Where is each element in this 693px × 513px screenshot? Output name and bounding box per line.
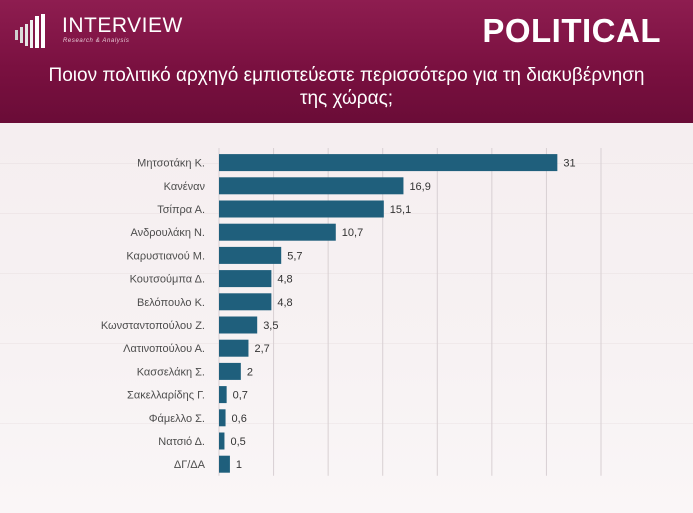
logo-bars-icon: [15, 14, 45, 48]
value-label: 2,7: [254, 343, 269, 355]
category-label: Φάμελλο Σ.: [149, 413, 205, 425]
category-label: Κανέναν: [164, 181, 206, 193]
category-label: Λατινοπούλου Α.: [123, 343, 205, 355]
bar: [219, 200, 384, 218]
category-label: Ανδρουλάκη Ν.: [130, 227, 205, 239]
bar: [219, 386, 227, 404]
bar: [219, 270, 272, 288]
value-label: 10,7: [342, 227, 363, 239]
category-label: Βελόπουλο Κ.: [137, 297, 205, 309]
bar: [219, 455, 230, 473]
value-label: 31: [563, 158, 575, 170]
bar: [219, 409, 226, 427]
value-label: 1: [236, 459, 242, 471]
category-label: Σακελλαρίδης Γ.: [127, 390, 205, 402]
bar: [219, 223, 336, 241]
value-label: 0,6: [232, 413, 247, 425]
category-label: Μητσοτάκη Κ.: [137, 158, 205, 170]
value-label: 5,7: [287, 250, 302, 262]
bar: [219, 246, 282, 264]
category-label: Κασσελάκη Σ.: [137, 366, 205, 378]
brand-tagline: Research & Analysis: [63, 38, 130, 44]
header-banner: INTERVIEW Research & Analysis POLITICAL …: [0, 0, 693, 123]
brand-name: INTERVIEW: [62, 14, 183, 37]
bar: [219, 293, 272, 311]
value-label: 4,8: [277, 297, 292, 309]
value-label: 0,5: [230, 436, 245, 448]
bar-chart-svg: Μητσοτάκη Κ. 31 Κανέναν 16,9 Τσίπρα Α. 15,1 Αν…: [101, 148, 602, 476]
category-label: Καρυστιανού Μ.: [126, 250, 205, 262]
value-label: 15,1: [390, 204, 411, 216]
category-label: Κουτσούμπα Δ.: [130, 274, 205, 286]
bar: [219, 362, 241, 380]
category-label: ΔΓ/ΔΑ: [174, 459, 206, 471]
category-label: Τσίπρα Α.: [157, 204, 205, 216]
category-label: Κωνσταντοπούλου Ζ.: [101, 320, 205, 332]
bar: [219, 316, 258, 334]
value-label: 4,8: [277, 274, 292, 286]
category-label: Νατσιό Δ.: [158, 436, 205, 448]
political-logo: POLITICAL: [482, 12, 661, 49]
bar: [219, 432, 225, 450]
value-label: 3,5: [263, 320, 278, 332]
value-label: 0,7: [233, 390, 248, 402]
bar: [219, 154, 558, 172]
survey-question: Ποιον πολιτικό αρχηγό εμπιστεύεστε περισ…: [48, 65, 645, 109]
bar: [219, 339, 249, 357]
value-label: 16,9: [409, 181, 430, 193]
value-label: 2: [247, 366, 253, 378]
bar-chart: Μητσοτάκη Κ. 31 Κανέναν 16,9 Τσίπρα Α. 15,1 Αν…: [0, 123, 693, 513]
bar: [219, 177, 404, 195]
